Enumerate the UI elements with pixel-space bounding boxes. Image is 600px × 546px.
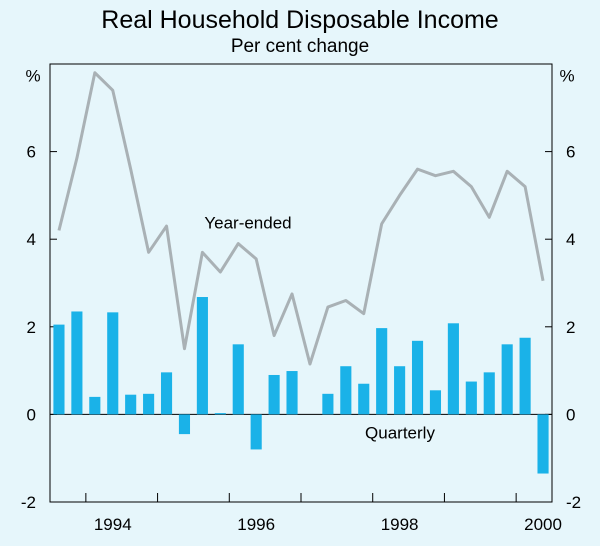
year-ended-line xyxy=(57,71,545,366)
quarterly-bar xyxy=(411,340,424,415)
quarterly-bar xyxy=(447,323,459,415)
quarterly-bar xyxy=(376,328,388,415)
quarterly-bar xyxy=(71,311,83,415)
chart-subtitle: Per cent change xyxy=(230,36,370,57)
y-tick-label-left: 6 xyxy=(27,143,36,162)
quarterly-bar xyxy=(537,414,549,474)
y-tick-label-right: 2 xyxy=(566,318,575,337)
y-tick-label-right: 0 xyxy=(566,405,575,424)
quarterly-bar xyxy=(232,344,244,415)
quarterly-bar xyxy=(250,414,262,450)
quarterly-bar xyxy=(483,372,495,415)
quarterly-bar xyxy=(340,366,352,415)
quarterly-bar xyxy=(196,297,208,415)
quarterly-bar xyxy=(358,383,370,415)
x-tick-label: 2000 xyxy=(524,515,562,534)
quarterly-bar xyxy=(53,324,65,415)
quarterly-bar xyxy=(286,371,298,415)
quarterly-annotation: Quarterly xyxy=(365,423,435,442)
y-tick-label-right: 4 xyxy=(566,230,575,249)
y-tick-label-left: 4 xyxy=(27,230,36,249)
quarterly-bar xyxy=(178,414,191,435)
y-axis-right-label: % xyxy=(559,67,574,86)
x-tick-label: 1996 xyxy=(237,515,275,534)
y-tick-label-left: 2 xyxy=(27,318,36,337)
quarterly-bar xyxy=(519,337,531,415)
quarterly-bar xyxy=(160,372,173,415)
quarterly-bar xyxy=(429,390,442,415)
y-tick-label-right: -2 xyxy=(566,493,581,512)
quarterly-bar xyxy=(501,344,513,415)
quarterly-bar xyxy=(268,374,280,415)
quarterly-bar xyxy=(394,366,406,415)
y-axis-left-label: % xyxy=(25,67,40,86)
x-tick-label: 1994 xyxy=(94,515,132,534)
quarterly-bar xyxy=(214,413,226,415)
chart-title: Real Household Disposable Income xyxy=(101,6,499,34)
year-ended-annotation: Year-ended xyxy=(204,213,291,232)
y-tick-label-right: 6 xyxy=(566,143,575,162)
quarterly-bar xyxy=(89,396,101,415)
quarterly-bar xyxy=(143,393,155,415)
x-tick-label: 1998 xyxy=(381,515,419,534)
quarterly-bar xyxy=(322,393,334,415)
quarterly-bar xyxy=(465,381,477,415)
plot-frame xyxy=(49,63,553,503)
y-tick-label-left: -2 xyxy=(21,493,36,512)
y-tick-label-left: 0 xyxy=(27,405,36,424)
quarterly-bar xyxy=(125,394,137,415)
quarterly-bar xyxy=(107,312,119,415)
